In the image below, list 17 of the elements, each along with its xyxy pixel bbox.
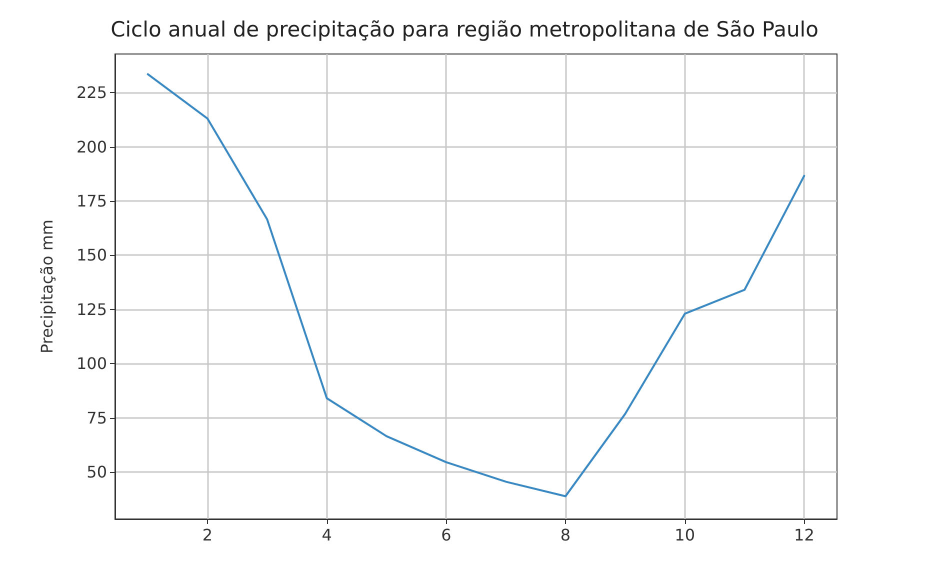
y-tick-label: 175 [76, 191, 107, 210]
y-tick-label: 200 [76, 137, 107, 156]
x-tick-label: 4 [322, 526, 332, 544]
y-tick-label: 150 [76, 246, 107, 265]
y-tick-label: 50 [86, 462, 107, 482]
y-axis-title: Precipitação mm [38, 219, 56, 354]
y-tick-label: 100 [76, 354, 107, 374]
x-tick-label: 2 [202, 526, 213, 544]
y-tick-label: 75 [86, 408, 107, 428]
y-tick-label: 225 [76, 83, 107, 102]
line-series [146, 73, 806, 498]
x-tick-label: 10 [674, 526, 696, 544]
x-tick-label: 6 [441, 526, 452, 544]
x-tick-label: 12 [794, 526, 814, 544]
y-tick-label: 125 [76, 300, 107, 319]
x-tick-label: 8 [560, 526, 571, 544]
chart-title: Ciclo anual de precipitação para região metropolitana de São Paulo [110, 18, 818, 42]
